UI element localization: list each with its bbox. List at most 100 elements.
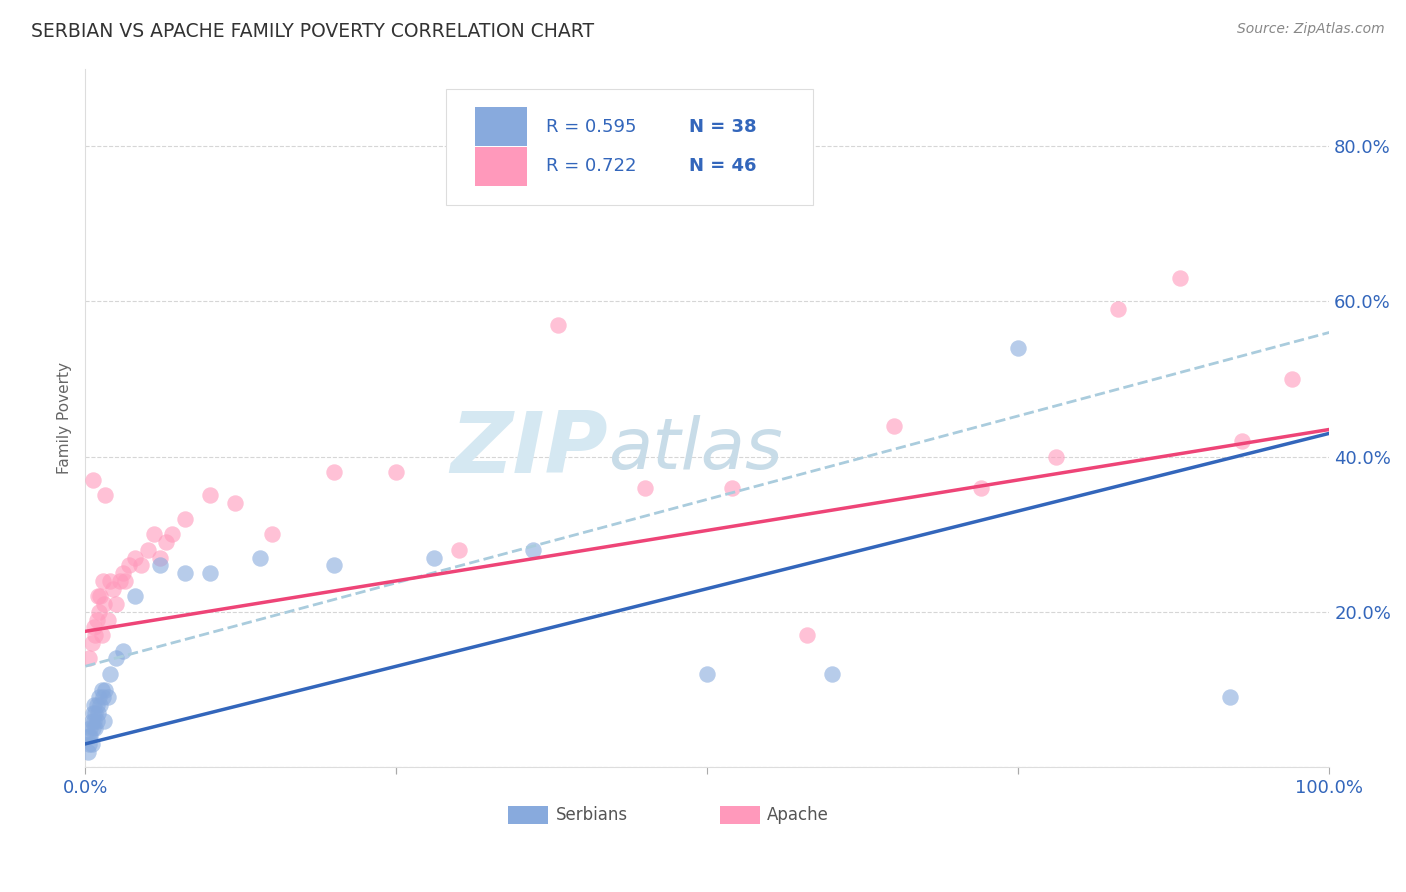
Point xyxy=(89,698,111,712)
Point xyxy=(124,590,146,604)
Point xyxy=(101,582,124,596)
Point xyxy=(94,682,117,697)
Point xyxy=(83,698,105,712)
Point xyxy=(93,714,115,728)
Point xyxy=(98,574,121,588)
Point xyxy=(1281,372,1303,386)
Point xyxy=(142,527,165,541)
FancyBboxPatch shape xyxy=(475,147,527,186)
Point xyxy=(108,574,131,588)
Point xyxy=(522,542,544,557)
Point xyxy=(224,496,246,510)
Point xyxy=(796,628,818,642)
Point xyxy=(98,667,121,681)
Point xyxy=(131,558,153,573)
Point xyxy=(149,550,172,565)
Point xyxy=(1007,341,1029,355)
Point xyxy=(323,558,346,573)
Text: R = 0.722: R = 0.722 xyxy=(546,157,636,176)
FancyBboxPatch shape xyxy=(446,89,813,205)
Point xyxy=(94,488,117,502)
Point xyxy=(80,714,103,728)
Point xyxy=(76,745,98,759)
Point xyxy=(80,737,103,751)
Point xyxy=(93,597,115,611)
Y-axis label: Family Poverty: Family Poverty xyxy=(58,362,72,474)
Point xyxy=(87,690,110,705)
Point xyxy=(111,644,134,658)
FancyBboxPatch shape xyxy=(720,806,759,824)
Point xyxy=(385,465,408,479)
Point xyxy=(821,667,844,681)
Point xyxy=(1107,302,1129,317)
Text: Source: ZipAtlas.com: Source: ZipAtlas.com xyxy=(1237,22,1385,37)
Point xyxy=(198,566,221,580)
Point xyxy=(422,550,444,565)
Point xyxy=(87,590,110,604)
Point xyxy=(1230,434,1253,449)
Point xyxy=(84,722,107,736)
Point xyxy=(97,690,120,705)
Point xyxy=(721,481,744,495)
Point xyxy=(77,729,100,743)
Text: ZIP: ZIP xyxy=(450,408,607,491)
Point xyxy=(111,566,134,580)
Point xyxy=(136,542,159,557)
Point xyxy=(90,682,112,697)
Point xyxy=(97,613,120,627)
Point xyxy=(260,527,283,541)
Point xyxy=(87,706,110,720)
Text: SERBIAN VS APACHE FAMILY POVERTY CORRELATION CHART: SERBIAN VS APACHE FAMILY POVERTY CORRELA… xyxy=(31,22,595,41)
Point xyxy=(198,488,221,502)
Point xyxy=(114,574,136,588)
Point xyxy=(84,706,107,720)
Point xyxy=(1168,271,1191,285)
Point xyxy=(1219,690,1241,705)
Point xyxy=(696,667,718,681)
Point xyxy=(634,481,657,495)
Point xyxy=(249,550,271,565)
Point xyxy=(547,318,569,332)
Point xyxy=(173,512,195,526)
Point xyxy=(80,636,103,650)
Point xyxy=(155,535,177,549)
Point xyxy=(86,613,108,627)
Text: Apache: Apache xyxy=(768,805,830,823)
Text: Serbians: Serbians xyxy=(555,805,627,823)
Point xyxy=(447,542,470,557)
Point xyxy=(82,473,104,487)
Point xyxy=(84,628,107,642)
Point xyxy=(1045,450,1067,464)
Point xyxy=(91,690,114,705)
Point xyxy=(90,628,112,642)
Point xyxy=(118,558,141,573)
Point xyxy=(79,722,101,736)
Point xyxy=(970,481,993,495)
Point xyxy=(87,605,110,619)
Text: N = 38: N = 38 xyxy=(689,118,756,136)
Point xyxy=(86,698,108,712)
Point xyxy=(77,737,100,751)
Point xyxy=(883,418,905,433)
Point xyxy=(82,706,104,720)
Text: atlas: atlas xyxy=(607,415,782,483)
Text: N = 46: N = 46 xyxy=(689,157,756,176)
Point xyxy=(82,722,104,736)
Point xyxy=(124,550,146,565)
Point xyxy=(105,597,128,611)
Point xyxy=(173,566,195,580)
Point xyxy=(77,651,100,665)
FancyBboxPatch shape xyxy=(509,806,548,824)
Point xyxy=(105,651,128,665)
Point xyxy=(162,527,184,541)
Point xyxy=(89,590,111,604)
Text: R = 0.595: R = 0.595 xyxy=(546,118,636,136)
Point xyxy=(86,714,108,728)
Point xyxy=(149,558,172,573)
Point xyxy=(79,729,101,743)
Point xyxy=(323,465,346,479)
FancyBboxPatch shape xyxy=(475,107,527,145)
Point xyxy=(83,714,105,728)
Point xyxy=(91,574,114,588)
Point xyxy=(83,620,105,634)
